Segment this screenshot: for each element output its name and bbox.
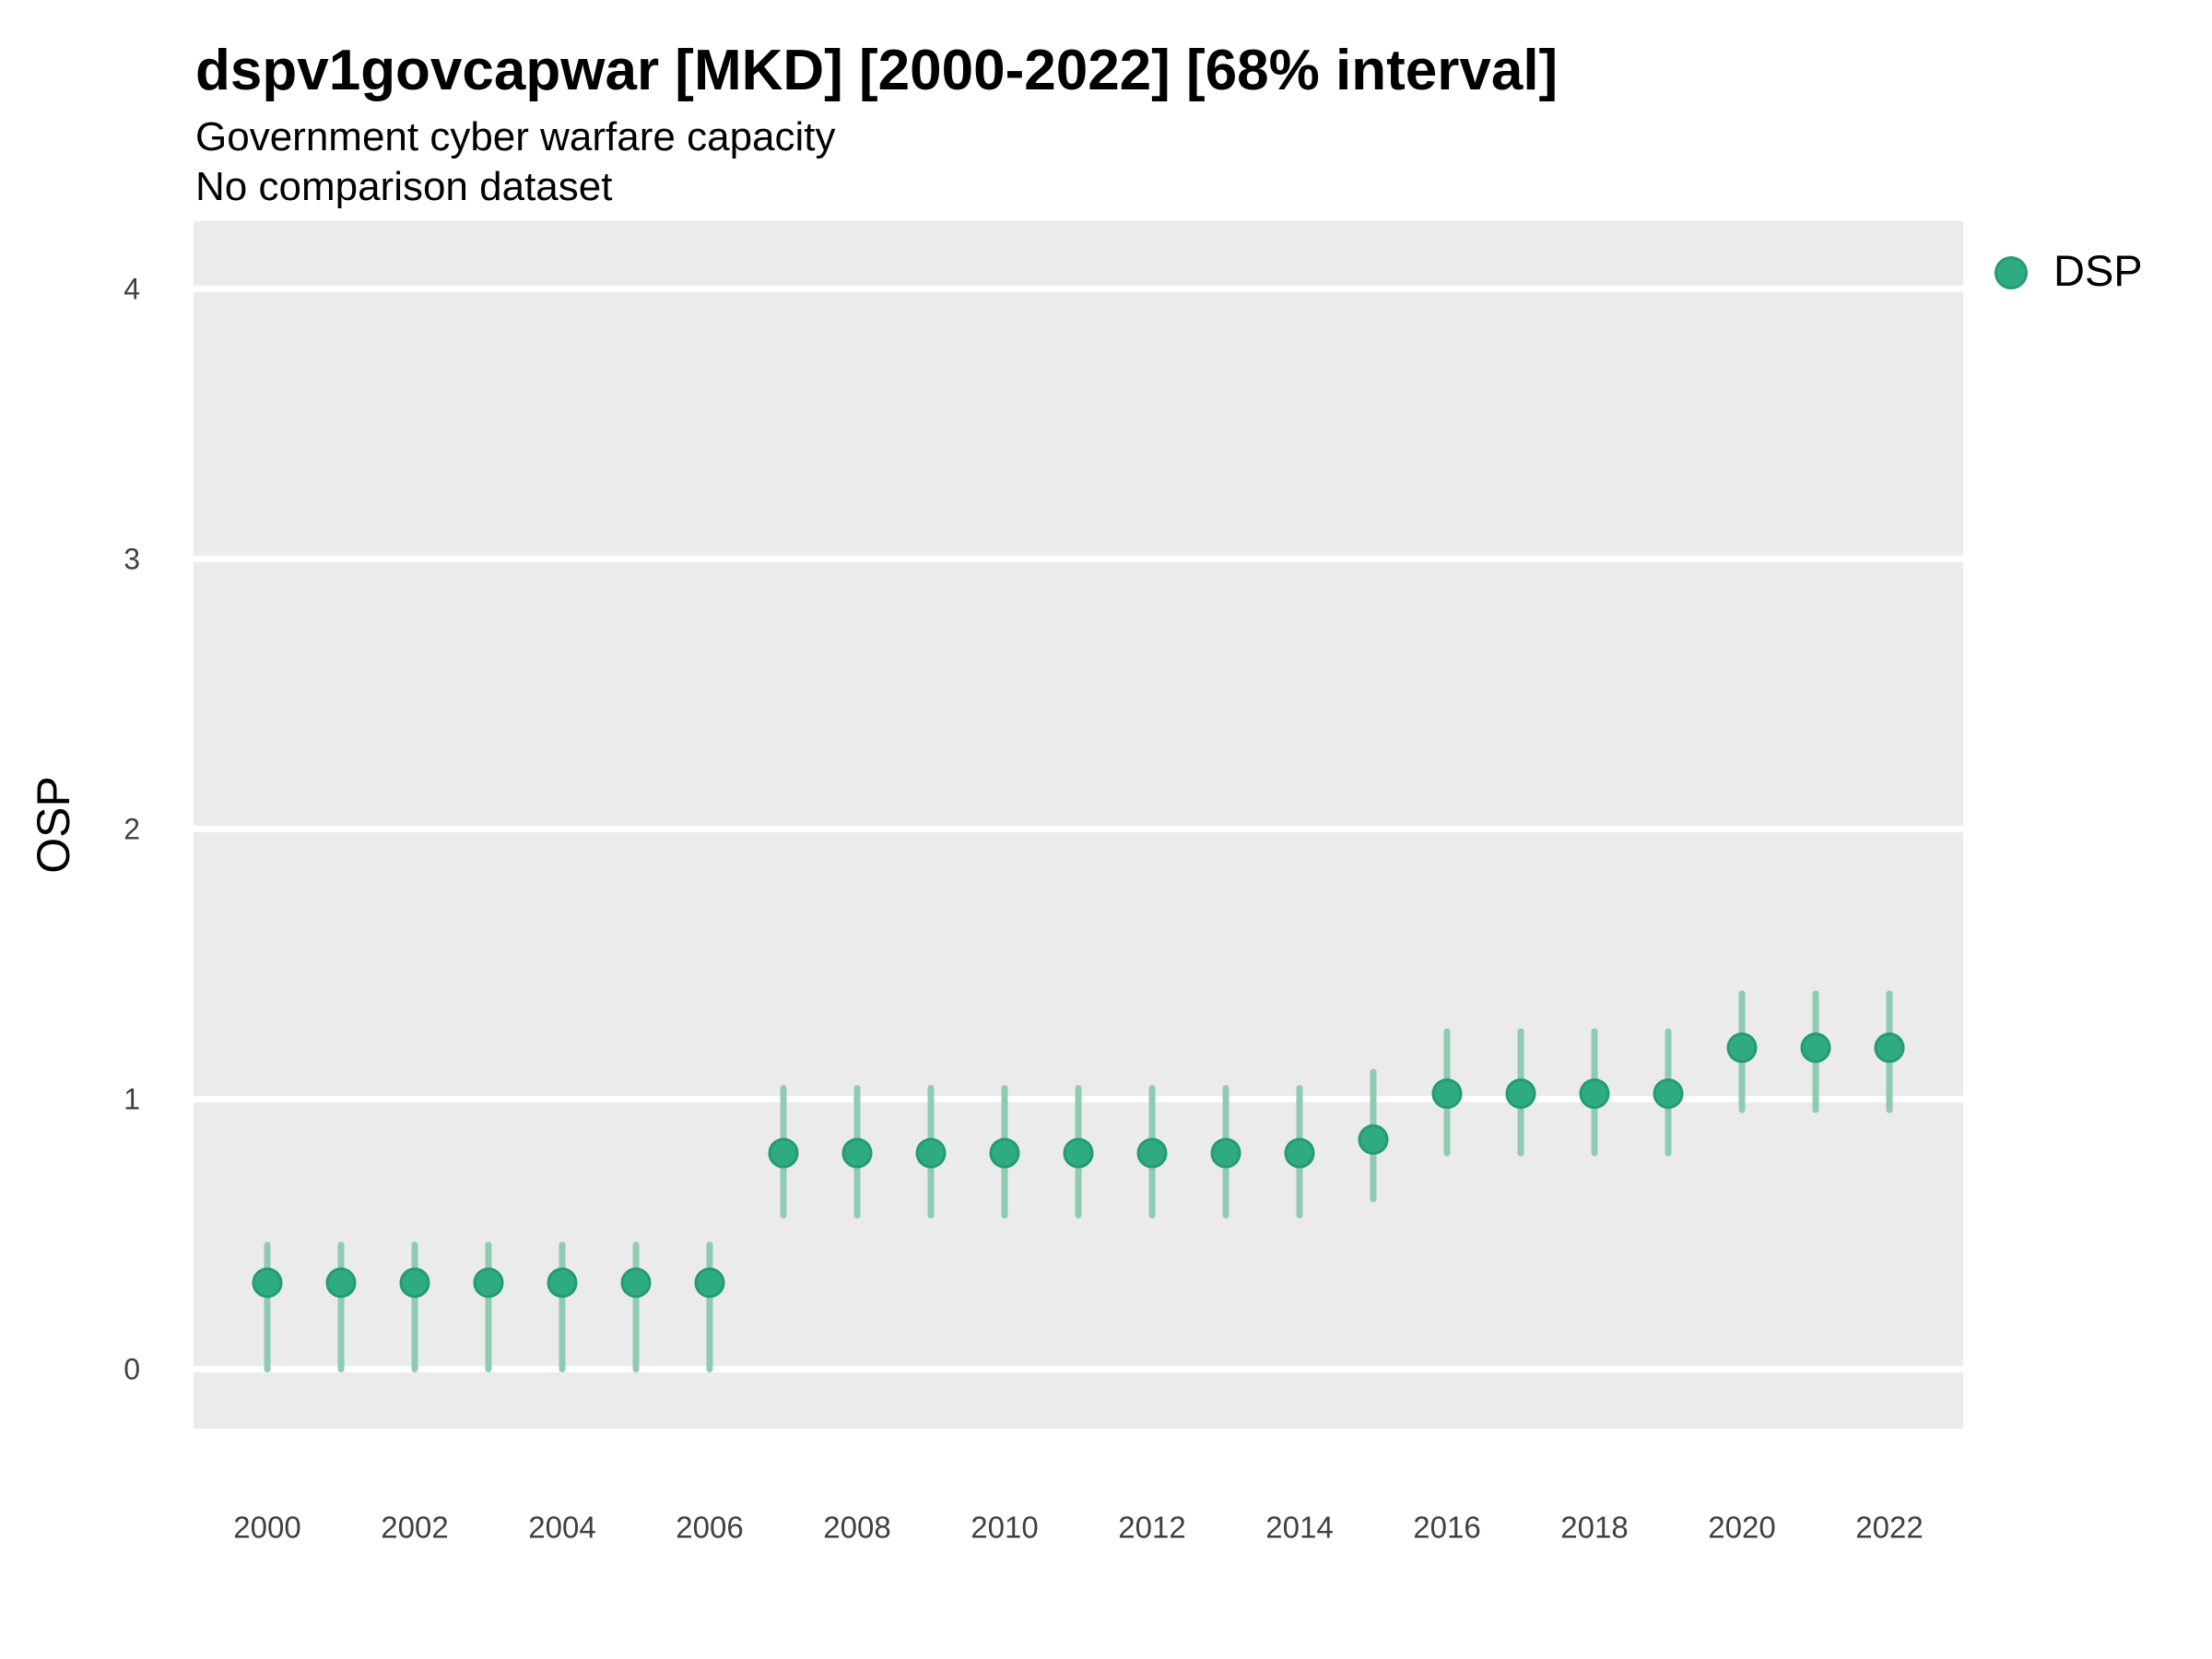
x-tick-label-2006: 2006 — [676, 1511, 743, 1545]
legend: DSP — [1994, 246, 2143, 295]
x-tick-label-2010: 2010 — [971, 1511, 1038, 1545]
data-point-2015 — [1358, 1124, 1389, 1155]
data-point-2018 — [1579, 1078, 1610, 1110]
y-tick-label-4: 4 — [124, 272, 140, 305]
data-point-2003 — [473, 1267, 504, 1299]
data-point-2001 — [325, 1267, 357, 1299]
data-point-2013 — [1210, 1137, 1241, 1169]
data-point-2009 — [915, 1137, 947, 1169]
data-point-2016 — [1431, 1078, 1463, 1110]
legend-label: DSP — [2053, 246, 2143, 295]
data-point-2020 — [1726, 1032, 1758, 1064]
data-point-2010 — [989, 1137, 1020, 1169]
y-tick-label-1: 1 — [124, 1082, 140, 1115]
y-tick-label-0: 0 — [124, 1353, 140, 1386]
x-tick-label-2002: 2002 — [381, 1511, 448, 1545]
y-tick-label-2: 2 — [124, 812, 140, 845]
data-point-2012 — [1136, 1137, 1168, 1169]
data-point-2008 — [841, 1137, 873, 1169]
data-point-2000 — [252, 1267, 283, 1299]
data-point-2006 — [694, 1267, 725, 1299]
data-point-2011 — [1063, 1137, 1094, 1169]
panel-background — [194, 221, 1963, 1429]
data-point-2019 — [1653, 1078, 1684, 1110]
chart-note: No comparison dataset — [195, 164, 613, 209]
data-point-2022 — [1874, 1032, 1905, 1064]
x-tick-label-2012: 2012 — [1118, 1511, 1185, 1545]
x-tick-label-2008: 2008 — [823, 1511, 890, 1545]
x-tick-label-2000: 2000 — [233, 1511, 300, 1545]
data-point-2021 — [1800, 1032, 1831, 1064]
chart-subtitle: Government cyber warfare capacity — [195, 114, 836, 159]
x-tick-label-2014: 2014 — [1265, 1511, 1333, 1545]
data-point-2004 — [547, 1267, 578, 1299]
y-tick-label-3: 3 — [124, 542, 140, 575]
legend-point-icon — [1994, 255, 2028, 289]
x-tick-label-2020: 2020 — [1708, 1511, 1775, 1545]
data-point-2017 — [1505, 1078, 1536, 1110]
data-point-2002 — [399, 1267, 430, 1299]
x-tick-label-2018: 2018 — [1560, 1511, 1628, 1545]
chart-title: dspv1govcapwar [MKD] [2000-2022] [68% in… — [195, 39, 1559, 102]
data-point-2014 — [1284, 1137, 1315, 1169]
data-point-2005 — [620, 1267, 652, 1299]
data-point-2007 — [768, 1137, 799, 1169]
x-tick-label-2016: 2016 — [1413, 1511, 1480, 1545]
x-tick-label-2004: 2004 — [528, 1511, 595, 1545]
x-tick-label-2022: 2022 — [1855, 1511, 1923, 1545]
